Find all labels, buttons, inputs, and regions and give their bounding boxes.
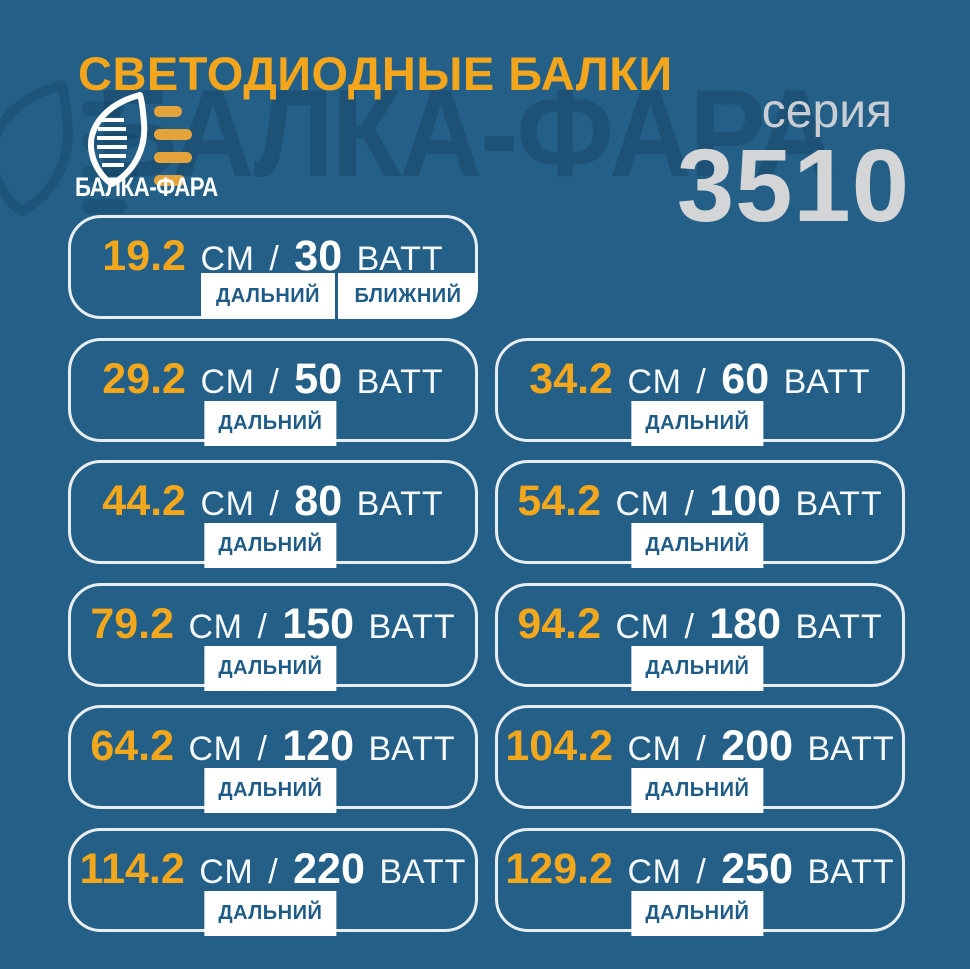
slash-separator: / (257, 608, 268, 646)
product-spec: 79.2 СМ / 150 ВАТТ (71, 599, 475, 659)
length-value: 104.2 (505, 722, 613, 770)
slash-separator: / (684, 608, 695, 646)
watt-value: 150 (282, 600, 355, 648)
beam-tag-high: ДАЛЬНИЙ (201, 273, 338, 319)
watt-value: 250 (721, 845, 794, 893)
slash-separator: / (268, 853, 279, 891)
beam-tag-high: ДАЛЬНИЙ (631, 523, 764, 568)
beam-tag-high: ДАЛЬНИЙ (631, 891, 764, 936)
product-card: 64.2 СМ / 120 ВАТТ ДАЛЬНИЙ (68, 705, 478, 813)
product-card: 19.2 СМ / 30 ВАТТ ДАЛЬНИЙ БЛИЖНИЙ (68, 215, 478, 319)
watt-unit: ВАТТ (368, 730, 456, 768)
cm-unit: СМ (627, 363, 682, 401)
slash-separator: / (269, 485, 280, 523)
length-value: 94.2 (517, 600, 602, 648)
beam-tag-high: ДАЛЬНИЙ (204, 646, 337, 691)
beam-tag-high: ДАЛЬНИЙ (631, 646, 764, 691)
slash-separator: / (696, 730, 707, 768)
beam-tag-high: ДАЛЬНИЙ (204, 523, 337, 568)
watt-value: 30 (294, 232, 343, 280)
product-card: 54.2 СМ / 100 ВАТТ ДАЛЬНИЙ (495, 460, 905, 568)
length-value: 129.2 (505, 845, 613, 893)
led-bars-icon (154, 106, 192, 186)
product-card: 44.2 СМ / 80 ВАТТ ДАЛЬНИЙ (68, 460, 478, 568)
beam-tag-high: ДАЛЬНИЙ (204, 891, 337, 936)
cm-unit: СМ (199, 853, 254, 891)
product-spec: 19.2 СМ / 30 ВАТТ (71, 231, 475, 291)
product-spec: 129.2 СМ / 250 ВАТТ (498, 844, 902, 904)
watt-value: 120 (282, 722, 355, 770)
watt-unit: ВАТТ (783, 363, 871, 401)
product-card: 114.2 СМ / 220 ВАТТ ДАЛЬНИЙ (68, 828, 478, 936)
cm-unit: СМ (200, 240, 255, 278)
page-title: СВЕТОДИОДНЫЕ БАЛКИ (78, 47, 673, 100)
cm-unit: СМ (188, 730, 243, 768)
slash-separator: / (269, 363, 280, 401)
product-spec: 114.2 СМ / 220 ВАТТ (71, 844, 475, 904)
cm-unit: СМ (615, 485, 670, 523)
watt-unit: ВАТТ (795, 608, 883, 646)
watt-unit: ВАТТ (356, 363, 444, 401)
slash-separator: / (696, 363, 707, 401)
product-spec: 34.2 СМ / 60 ВАТТ (498, 354, 902, 414)
watt-value: 220 (293, 845, 365, 893)
beam-tag-high: ДАЛЬНИЙ (204, 768, 337, 813)
product-spec: 104.2 СМ / 200 ВАТТ (498, 721, 902, 781)
length-value: 64.2 (90, 722, 175, 770)
product-spec: 29.2 СМ / 50 ВАТТ (71, 354, 475, 414)
cm-unit: СМ (200, 363, 255, 401)
slash-separator: / (684, 485, 695, 523)
watt-value: 200 (721, 722, 794, 770)
product-card: 34.2 СМ / 60 ВАТТ ДАЛЬНИЙ (495, 338, 905, 446)
length-value: 19.2 (102, 232, 186, 280)
series-label: серия (761, 85, 892, 138)
series-number: 3510 (676, 128, 910, 243)
slash-separator: / (257, 730, 268, 768)
beam-tag-low: БЛИЖНИЙ (338, 273, 478, 319)
watt-value: 100 (709, 477, 782, 525)
beam-tag-high: ДАЛЬНИЙ (631, 401, 764, 446)
product-spec: 94.2 СМ / 180 ВАТТ (498, 599, 902, 659)
cm-unit: СМ (200, 485, 255, 523)
watt-unit: ВАТТ (807, 730, 895, 768)
slash-separator: / (696, 853, 707, 891)
product-spec: 64.2 СМ / 120 ВАТТ (71, 721, 475, 781)
watt-unit: ВАТТ (356, 240, 444, 278)
length-value: 44.2 (102, 477, 186, 525)
length-value: 79.2 (90, 600, 175, 648)
length-value: 114.2 (79, 845, 185, 893)
watt-value: 80 (294, 477, 343, 525)
cm-unit: СМ (627, 853, 682, 891)
product-card: 104.2 СМ / 200 ВАТТ ДАЛЬНИЙ (495, 705, 905, 813)
product-card: 29.2 СМ / 50 ВАТТ ДАЛЬНИЙ (68, 338, 478, 446)
length-value: 54.2 (517, 477, 602, 525)
watt-unit: ВАТТ (368, 608, 456, 646)
watt-value: 180 (709, 600, 782, 648)
beam-tag-high: ДАЛЬНИЙ (631, 768, 764, 813)
product-card: 129.2 СМ / 250 ВАТТ ДАЛЬНИЙ (495, 828, 905, 936)
length-value: 29.2 (102, 355, 186, 403)
brand-name: БАЛКА-ФАРА (75, 172, 218, 202)
product-card: 79.2 СМ / 150 ВАТТ ДАЛЬНИЙ (68, 583, 478, 691)
product-spec: 44.2 СМ / 80 ВАТТ (71, 476, 475, 536)
beam-tag-high: ДАЛЬНИЙ (204, 401, 337, 446)
slash-separator: / (269, 240, 280, 278)
watt-value: 50 (294, 355, 343, 403)
length-value: 34.2 (529, 355, 613, 403)
watt-unit: ВАТТ (356, 485, 444, 523)
cm-unit: СМ (627, 730, 682, 768)
brand-logo headlight-lens-icon (87, 92, 192, 187)
cm-unit: СМ (188, 608, 243, 646)
product-spec: 54.2 СМ / 100 ВАТТ (498, 476, 902, 536)
product-card: 94.2 СМ / 180 ВАТТ ДАЛЬНИЙ (495, 583, 905, 691)
watt-unit: ВАТТ (795, 485, 883, 523)
cm-unit: СМ (615, 608, 670, 646)
watt-unit: ВАТТ (379, 853, 467, 891)
watt-value: 60 (721, 355, 770, 403)
beam-tags: ДАЛЬНИЙ БЛИЖНИЙ (201, 273, 478, 319)
watt-unit: ВАТТ (807, 853, 895, 891)
